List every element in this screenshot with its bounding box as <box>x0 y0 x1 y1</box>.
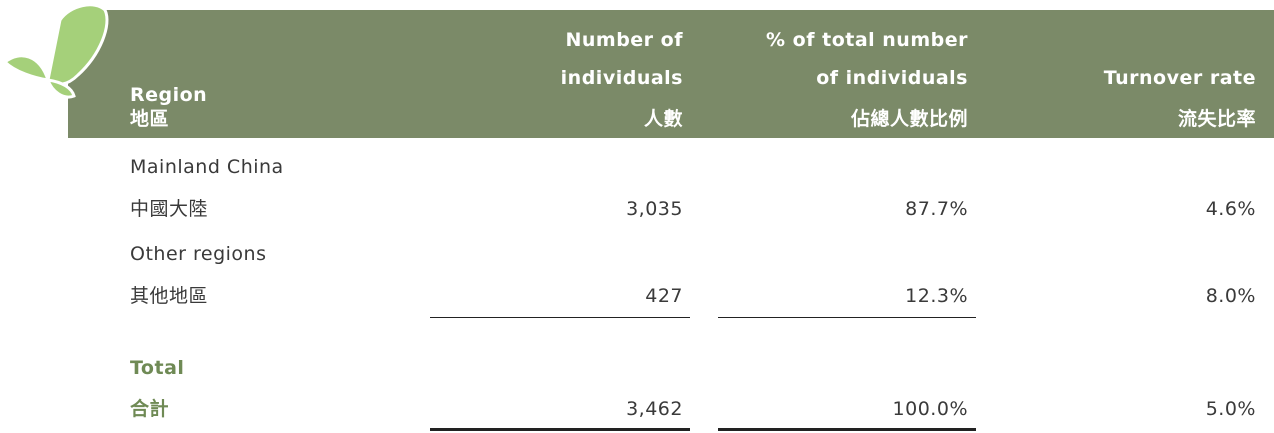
total-label: Total <box>130 356 184 380</box>
cell: 12.3% <box>905 284 968 308</box>
row-label: Other regions <box>130 242 266 266</box>
subtotal-rule <box>718 317 976 318</box>
header-text: 人數 <box>644 107 683 131</box>
cell: 5.0% <box>1206 397 1256 421</box>
header-text: 地區 <box>130 107 169 131</box>
total-rule <box>718 428 976 431</box>
header-text: Region <box>130 83 207 107</box>
header-text: Number of <box>565 28 683 52</box>
cell: 427 <box>645 284 683 308</box>
header-text: Turnover rate <box>1104 66 1256 90</box>
total-label: 合計 <box>130 397 169 421</box>
header-text: of individuals <box>816 66 968 90</box>
row-label: 中國大陸 <box>130 197 208 221</box>
butterfly-icon <box>0 0 130 110</box>
cell: 3,462 <box>626 397 683 421</box>
total-rule <box>430 428 690 431</box>
cell: 100.0% <box>893 397 968 421</box>
header-text: 佔總人數比例 <box>851 107 968 131</box>
cell: 8.0% <box>1206 284 1256 308</box>
cell: 3,035 <box>626 197 683 221</box>
header-text: 流失比率 <box>1178 107 1256 131</box>
cell: 4.6% <box>1206 197 1256 221</box>
row-label: Mainland China <box>130 155 284 179</box>
header-text: % of total number <box>766 28 968 52</box>
cell: 87.7% <box>905 197 968 221</box>
page: Region 地區 Number of individuals 人數 % of … <box>0 0 1274 433</box>
subtotal-rule <box>430 317 690 318</box>
row-label: 其他地區 <box>130 284 208 308</box>
header-text: individuals <box>561 66 683 90</box>
